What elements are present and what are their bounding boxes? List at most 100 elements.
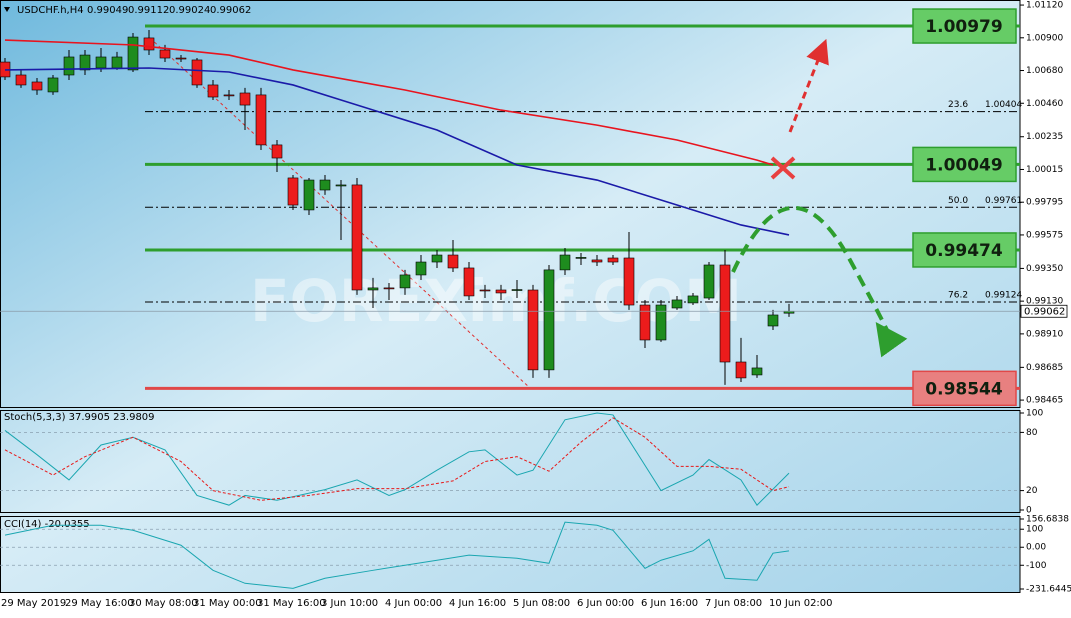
x-tick-label: 5 Jun 08:00	[513, 598, 570, 609]
panel-border	[0, 410, 1021, 513]
y-tick-label: -231.6445	[1026, 585, 1071, 595]
fib-level: 23.6	[948, 100, 968, 110]
candle-body	[559, 254, 571, 271]
cross-mark	[770, 156, 796, 180]
candle-body	[687, 295, 699, 304]
level-box	[912, 370, 1017, 407]
candle-body	[127, 36, 139, 71]
y-tick-label: 100	[1026, 525, 1043, 535]
header-value: 0.99024	[169, 5, 210, 16]
candle-body	[543, 269, 555, 371]
y-tick-label: 1.00460	[1026, 99, 1063, 109]
candle-body	[703, 264, 715, 299]
candle-body	[303, 179, 315, 211]
menu-triangle	[4, 7, 10, 12]
candle-body	[191, 59, 203, 86]
x-tick-label: 7 Jun 08:00	[705, 598, 762, 609]
x-tick-label: 10 Jun 02:00	[769, 598, 833, 609]
fib-level: 76.2	[948, 291, 968, 301]
candle-body	[95, 56, 107, 69]
annotations	[731, 38, 908, 358]
x-tick-label: 29 May 16:00	[65, 598, 134, 609]
x-tick-label: 4 Jun 16:00	[449, 598, 506, 609]
candle-body	[255, 94, 267, 146]
candle-body	[111, 56, 123, 69]
y-tick-label: 0.00	[1026, 543, 1046, 553]
y-tick-label: 0.99350	[1026, 264, 1063, 274]
candle-body	[207, 84, 219, 98]
y-tick-label: 0.99130	[1026, 297, 1063, 307]
panel-border	[0, 0, 1021, 408]
price-label: 0.99062	[1024, 306, 1065, 317]
candle-body	[463, 267, 475, 297]
candle-body	[47, 77, 59, 93]
candle-body	[239, 92, 251, 106]
candle-body	[511, 289, 523, 291]
y-tick-label: 0	[1026, 506, 1032, 516]
candle-body	[159, 49, 171, 59]
indicator-line	[4, 412, 790, 506]
y-tick-label: 100	[1026, 409, 1043, 419]
level-box	[912, 146, 1017, 183]
candle-body	[639, 304, 651, 341]
x-tick-label: 4 Jun 00:00	[385, 598, 442, 609]
level-label: 0.99474	[925, 241, 1003, 261]
indicator-line	[4, 521, 790, 589]
y-tick-label: 1.00900	[1026, 33, 1063, 43]
candle-body	[575, 257, 587, 259]
level-box	[912, 8, 1017, 44]
y-tick-label: 1.01120	[1026, 1, 1063, 11]
candle-body	[591, 259, 603, 263]
y-tick-label: 20	[1026, 486, 1038, 496]
watermark: FOREXimf.COM	[250, 267, 742, 335]
y-tick-label: -100	[1026, 561, 1047, 571]
panel-border	[0, 516, 1021, 593]
candle-body	[479, 289, 491, 292]
candle-body	[63, 56, 75, 76]
x-tick-label: 29 May 2019	[1, 598, 66, 609]
y-tick-label: 156.6838	[1026, 515, 1069, 525]
y-tick-label: 0.98685	[1026, 363, 1063, 373]
level-label: 0.98544	[925, 379, 1003, 399]
candle-body	[271, 144, 283, 159]
x-tick-label: 31 May 00:00	[193, 598, 262, 609]
candle-body	[383, 287, 395, 290]
candle-body	[175, 57, 187, 60]
header-value: 0.99062	[210, 5, 251, 16]
candle-body	[79, 54, 91, 71]
candle-body	[367, 287, 379, 291]
indicator-title: CCI(14) -20.0355	[4, 519, 90, 530]
fib-price: 1.00404	[985, 100, 1022, 110]
candle-body	[431, 254, 443, 263]
y-tick-label: 1.00235	[1026, 132, 1063, 142]
indicator-line	[4, 67, 790, 236]
candle-body	[287, 177, 299, 206]
chart-title: USDCHF.h,H4	[17, 5, 84, 16]
y-tick-label: 1.00015	[1026, 165, 1063, 175]
candle-body	[607, 257, 619, 263]
fib-price: 0.99761	[985, 196, 1022, 206]
y-tick-label: 80	[1026, 428, 1038, 438]
up-arrow	[788, 38, 829, 133]
indicator-title: Stoch(5,3,3) 37.9905 23.9809	[4, 412, 155, 423]
x-tick-label: 3 Jun 10:00	[321, 598, 378, 609]
candle-body	[335, 184, 347, 187]
fib-price: 0.99124	[985, 291, 1022, 301]
candle-body	[495, 289, 507, 294]
candle-body	[671, 299, 683, 309]
down-arrow	[731, 205, 908, 358]
y-tick-label: 0.99795	[1026, 198, 1063, 208]
candle-body	[623, 257, 635, 306]
x-tick-label: 31 May 16:00	[257, 598, 326, 609]
header-value: 0.99112	[128, 5, 169, 16]
x-tick-label: 30 May 08:00	[129, 598, 198, 609]
level-label: 1.00979	[925, 17, 1002, 37]
candle-body	[319, 179, 331, 191]
indicator-line	[4, 417, 790, 501]
axis-background	[0, 592, 1020, 614]
candle-body	[719, 264, 731, 363]
candle-body	[735, 361, 747, 379]
x-tick-label: 6 Jun 16:00	[641, 598, 698, 609]
level-label: 1.00049	[925, 155, 1002, 175]
candle-body	[655, 304, 667, 341]
